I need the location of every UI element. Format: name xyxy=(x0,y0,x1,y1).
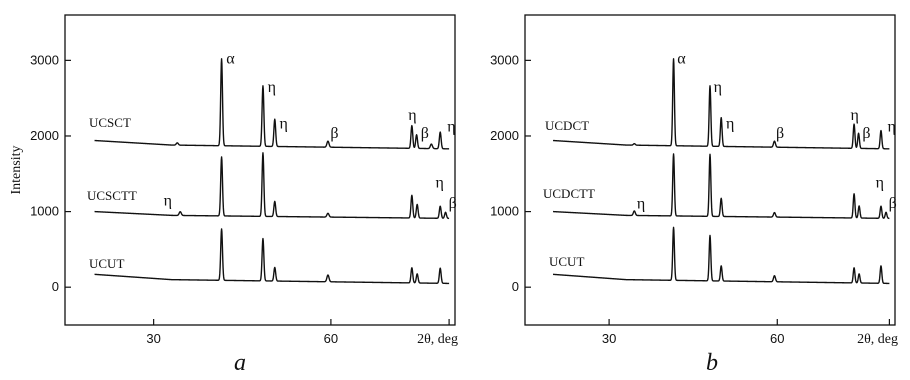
series-label: UCSCT xyxy=(89,115,131,130)
peak-annotation: β xyxy=(421,125,429,142)
series-line-ucdct xyxy=(552,58,890,150)
peak-annotation: η xyxy=(637,196,645,213)
peak-annotation: β xyxy=(862,125,870,142)
x-tick-label: 60 xyxy=(770,331,784,346)
y-tick-label: 2000 xyxy=(490,128,519,143)
x-axis-label: 2θ, deg xyxy=(417,332,458,347)
series-line-ucdctt xyxy=(552,153,890,220)
y-tick-label: 0 xyxy=(52,279,59,294)
peak-annotation: α xyxy=(226,50,235,67)
peak-annotation: η xyxy=(726,115,734,132)
y-axis-label: Intensity xyxy=(9,146,24,195)
peak-annotation: η xyxy=(408,107,416,124)
peak-annotation: η xyxy=(850,107,858,124)
peak-annotation: β xyxy=(449,195,457,212)
peak-annotation: η xyxy=(435,174,443,191)
y-tick-label: 1000 xyxy=(490,204,519,219)
y-tick-label: 1000 xyxy=(30,204,59,219)
peak-annotation: β xyxy=(776,125,784,142)
y-tick-label: 3000 xyxy=(490,52,519,67)
peak-annotation: β xyxy=(889,195,897,212)
panel-a: 0 1000 2000 3000 30 60 2θ, deg Intensity a UCSCT α… xyxy=(9,14,458,376)
y-tick-label: 0 xyxy=(512,279,519,294)
series-line-ucut xyxy=(94,228,450,285)
x-axis-label: 2θ, deg xyxy=(857,332,898,347)
x-tick-label: 60 xyxy=(324,331,338,346)
peak-annotation: η xyxy=(447,118,455,135)
series-label: UCUT xyxy=(549,254,584,269)
y-tick-label: 2000 xyxy=(30,128,59,143)
peak-annotation: η xyxy=(887,118,895,135)
series-label: UCSCTT xyxy=(87,188,137,203)
series-label: UCUT xyxy=(89,256,124,271)
plot-frame xyxy=(64,14,456,326)
series-label: UCDCT xyxy=(545,118,589,133)
series-line-ucut xyxy=(552,226,890,285)
peak-annotation: η xyxy=(279,115,287,132)
x-tick-label: 30 xyxy=(146,331,160,346)
peak-annotation: η xyxy=(268,79,276,96)
peak-annotation: η xyxy=(876,174,884,191)
x-tick-label: 30 xyxy=(602,331,616,346)
peak-annotation: η xyxy=(714,79,722,96)
peak-annotation: α xyxy=(677,50,686,67)
y-tick-label: 3000 xyxy=(30,52,59,67)
series-line-ucsct xyxy=(94,58,450,150)
series-line-ucsctt xyxy=(94,152,450,220)
peak-annotation: β xyxy=(330,125,338,142)
panel-letter: a xyxy=(234,350,246,376)
panel-letter: b xyxy=(706,350,718,376)
plot-frame xyxy=(524,14,896,326)
series-label: UCDCTT xyxy=(543,186,595,201)
peak-annotation: η xyxy=(164,193,172,210)
